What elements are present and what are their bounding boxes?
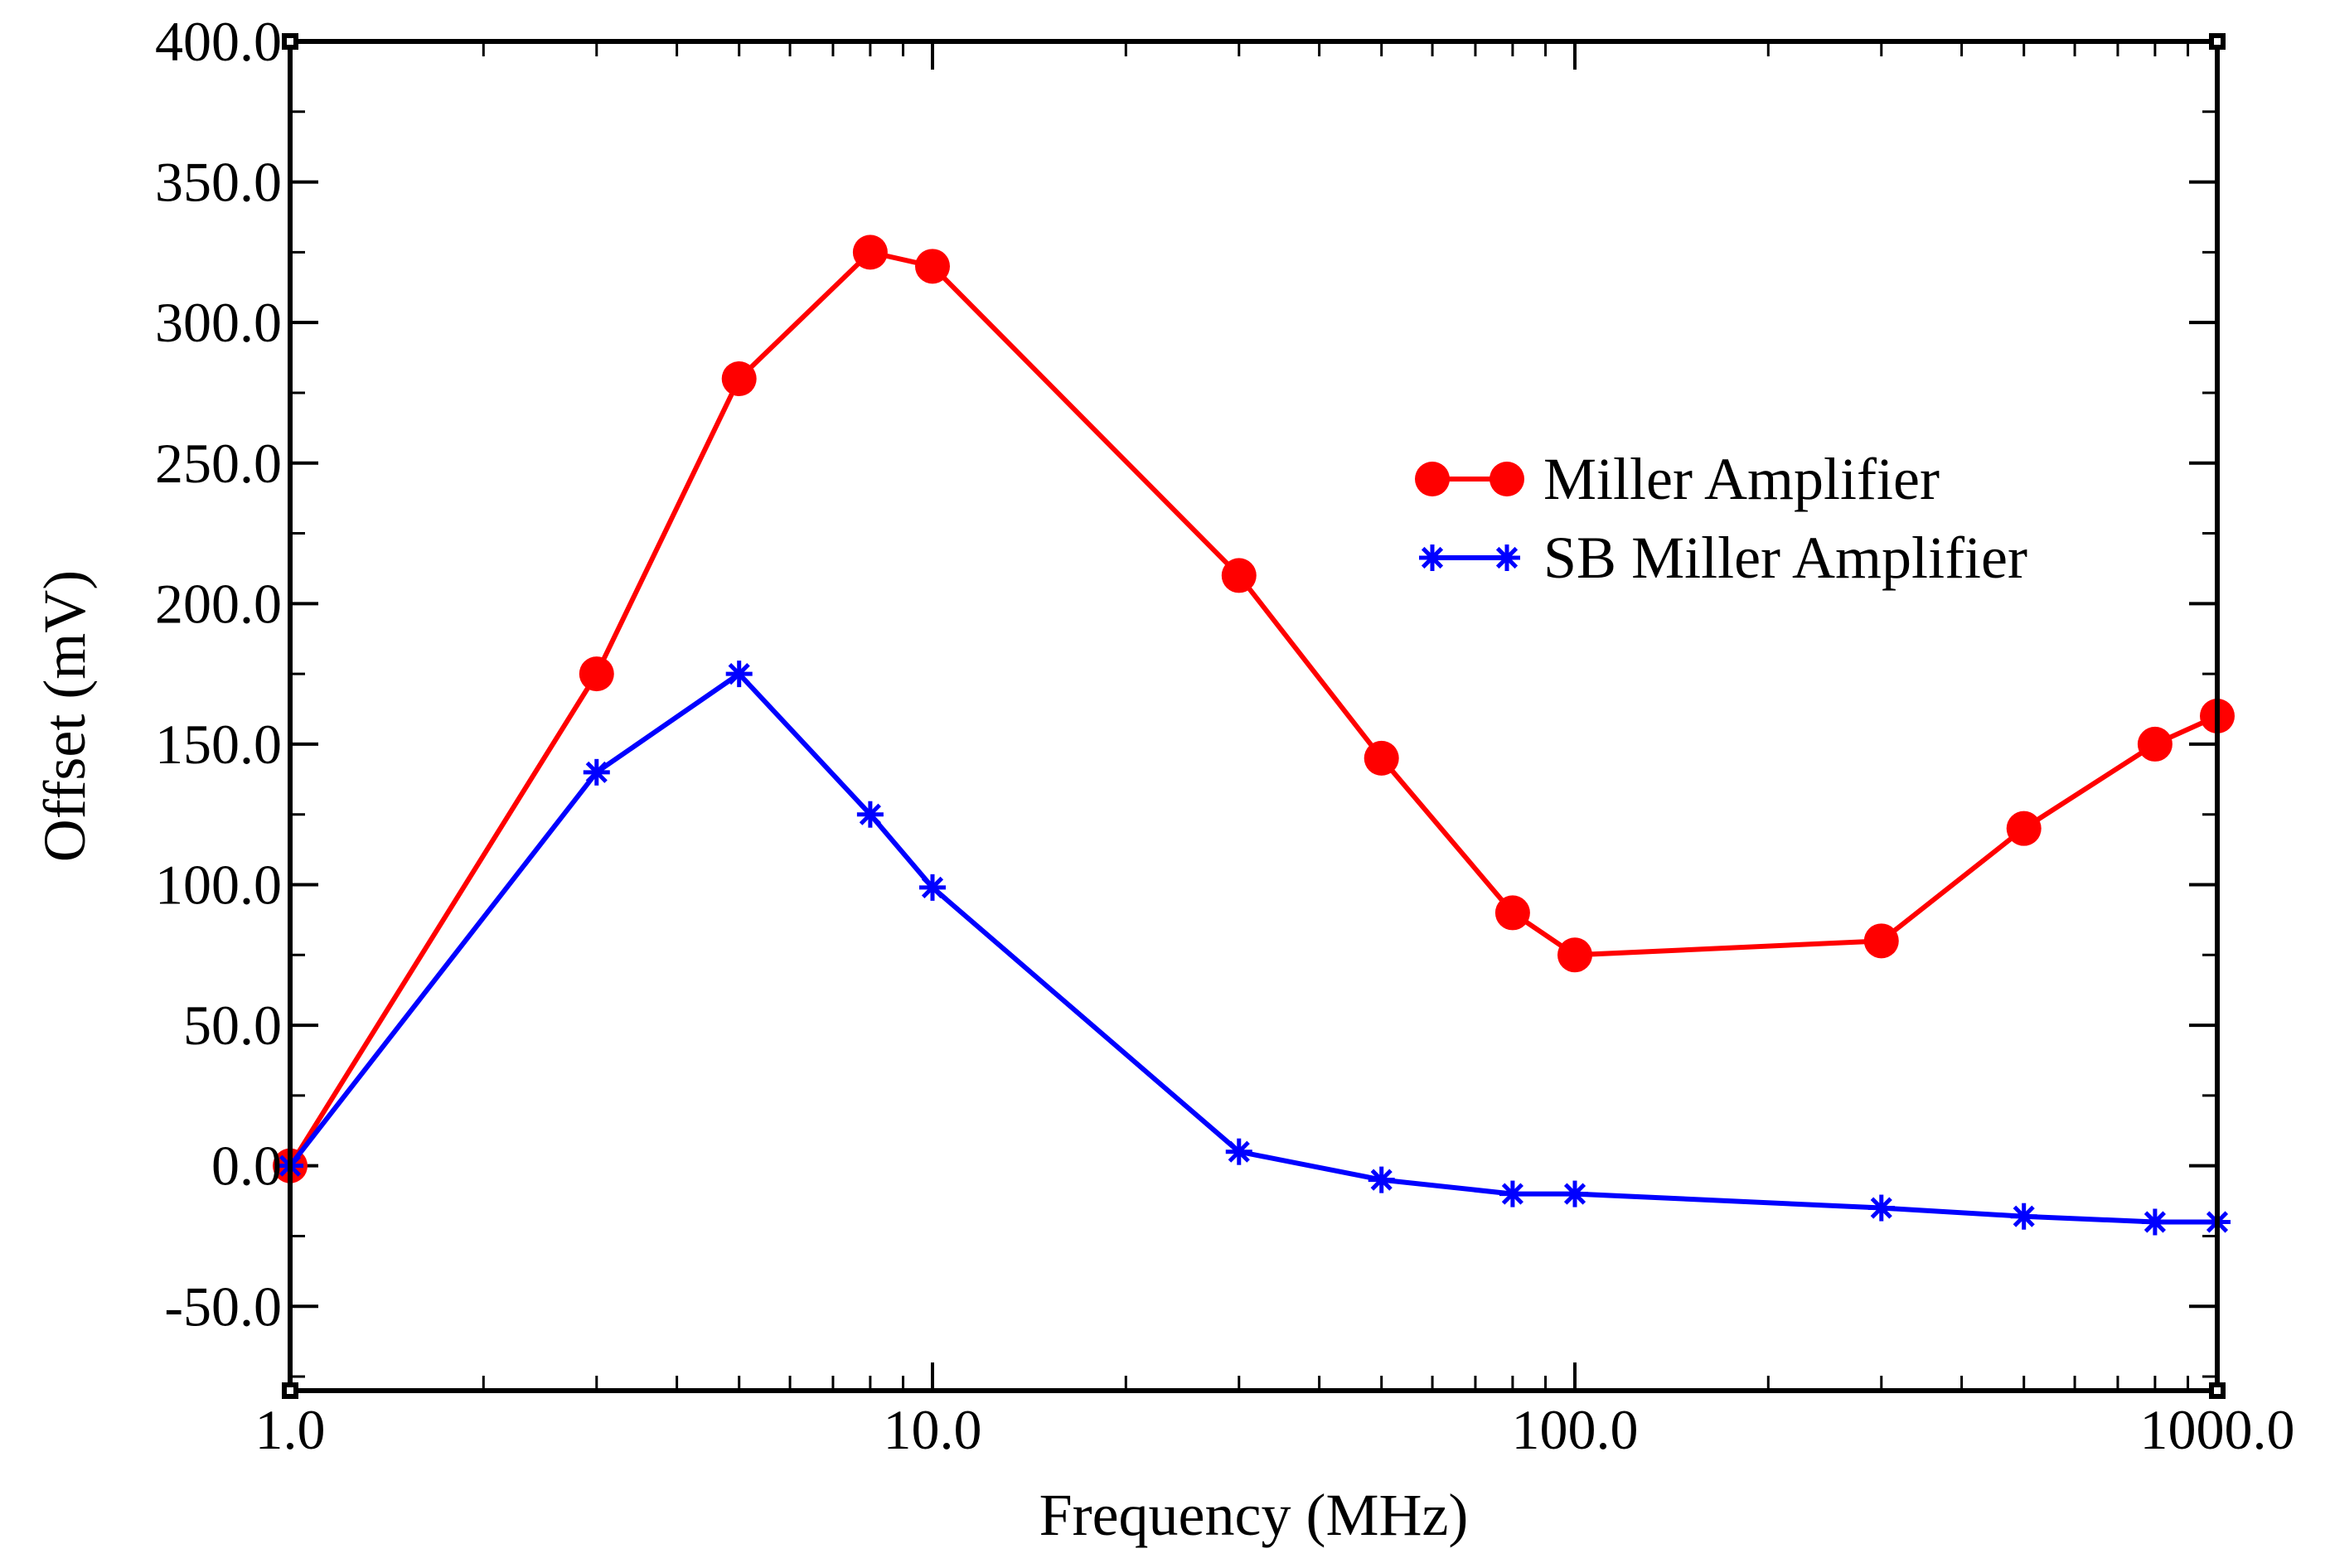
data-point-s1-8-stroke xyxy=(1563,1183,1586,1205)
data-point-s1-6 xyxy=(1368,1166,1395,1193)
data-point-s1-4 xyxy=(919,874,946,901)
y-tick-label: -50.0 xyxy=(164,1275,282,1338)
legend: Miller Amplifier SB Miller Amplifier xyxy=(1415,446,2027,591)
frame-corner-handle-inner xyxy=(2214,38,2221,45)
x-tick-label: 1.0 xyxy=(255,1398,326,1461)
legend-marker-0-b xyxy=(1490,462,1524,496)
data-point-s1-11 xyxy=(2141,1208,2168,1236)
y-tick-label: 350.0 xyxy=(155,151,282,214)
data-point-s0-6 xyxy=(1364,740,1399,776)
data-point-s1-3-stroke xyxy=(859,803,881,825)
legend-label-1: SB Miller Amplifier xyxy=(1543,525,2027,591)
data-point-s1-10 xyxy=(2010,1203,2037,1230)
data-point-s1-7-stroke xyxy=(1501,1183,1523,1205)
data-point-s1-11-stroke xyxy=(2144,1211,2166,1233)
legend-marker-1-a xyxy=(1419,544,1446,571)
plot-frame xyxy=(288,39,2220,1393)
data-point-s0-5 xyxy=(1221,558,1257,593)
frame-corner-handle-inner xyxy=(287,1387,293,1394)
data-point-s0-2 xyxy=(721,361,757,396)
legend-marker-1-a-stroke xyxy=(1421,546,1444,569)
data-point-s0-4 xyxy=(915,249,950,284)
data-point-s1-9-stroke xyxy=(1870,1197,1892,1219)
data-point-s1-1-stroke xyxy=(585,761,608,783)
y-tick-label: 150.0 xyxy=(155,713,282,776)
y-tick-label: 400.0 xyxy=(155,10,282,73)
legend-label-0: Miller Amplifier xyxy=(1543,446,1940,512)
x-tick-label: 100.0 xyxy=(1512,1398,1639,1461)
y-tick-label: 0.0 xyxy=(211,1135,282,1198)
frame-corner-handle-inner xyxy=(2214,1387,2221,1394)
data-point-s0-10 xyxy=(2006,811,2042,846)
data-point-s1-8 xyxy=(1562,1180,1588,1207)
legend-marker-1-b-stroke xyxy=(1495,546,1519,569)
data-point-s1-1 xyxy=(583,758,610,786)
data-point-s1-5 xyxy=(1225,1138,1252,1165)
x-tick-label: 10.0 xyxy=(884,1398,982,1461)
y-axis-label: Offset (mV) xyxy=(31,570,98,863)
y-tick-label: 300.0 xyxy=(155,291,282,354)
data-point-s0-7 xyxy=(1494,895,1530,931)
data-point-s0-3 xyxy=(852,235,888,270)
data-point-s1-2-stroke xyxy=(728,663,750,685)
legend-marker-1-b xyxy=(1494,544,1520,571)
y-tick-label: 200.0 xyxy=(155,572,282,635)
data-point-s1-5-stroke xyxy=(1228,1140,1250,1163)
data-point-s0-1 xyxy=(579,656,614,692)
data-point-s1-3 xyxy=(856,801,884,828)
data-point-s1-6-stroke xyxy=(1370,1169,1393,1191)
data-point-s1-4-stroke xyxy=(921,876,944,898)
frame-corner-handle-inner xyxy=(287,38,293,45)
y-tick-label: 50.0 xyxy=(183,994,282,1057)
y-tick-label: 250.0 xyxy=(155,432,282,495)
data-point-s1-2 xyxy=(725,661,753,688)
x-axis-label: Frequency (MHz) xyxy=(1039,1482,1469,1548)
x-tick-label: 1000.0 xyxy=(2140,1398,2295,1461)
data-point-s1-10-stroke xyxy=(2013,1205,2035,1227)
data-point-s1-7 xyxy=(1499,1180,1526,1207)
data-point-s0-8 xyxy=(1557,937,1592,973)
data-point-s0-9 xyxy=(1863,923,1899,959)
y-tick-label: 100.0 xyxy=(155,854,282,917)
data-point-s0-11 xyxy=(2137,726,2173,762)
data-point-s1-9 xyxy=(1867,1194,1895,1222)
legend-marker-0-a xyxy=(1415,462,1450,496)
